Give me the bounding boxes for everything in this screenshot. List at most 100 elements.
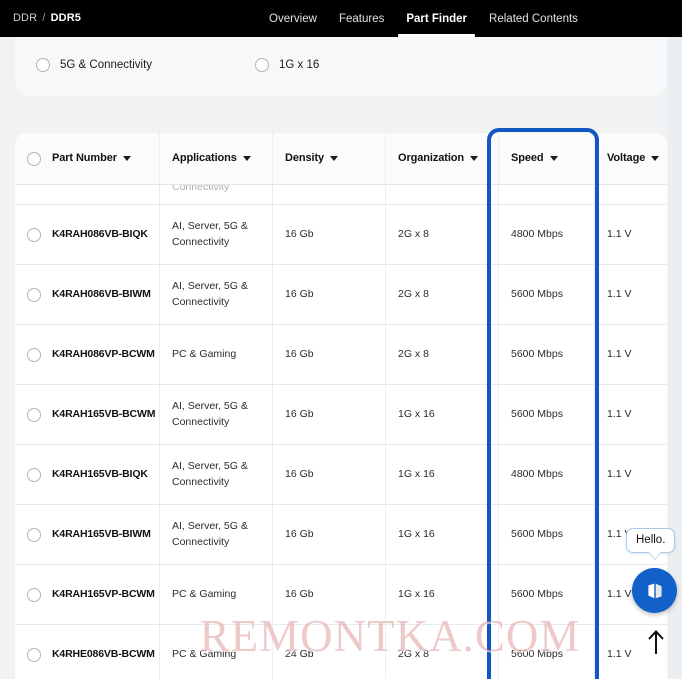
cell-text: K4RAH165VB-BCWM — [52, 407, 156, 420]
filter-option-1g-x-16[interactable]: 1G x 16 — [255, 58, 319, 72]
cell-text: 2G x 8 — [398, 347, 429, 360]
scroll-to-top-button[interactable] — [645, 628, 667, 656]
column-header-applications[interactable]: Applications — [160, 133, 273, 184]
cell-density: 16 Gb — [273, 385, 386, 444]
cell-speed: 4800 Mbps — [499, 205, 595, 264]
cell-applications: AI, Server, 5G & Connectivity — [160, 265, 273, 324]
cell-organization: 1G x 16 — [386, 505, 499, 564]
cell-density: 16 Gb — [273, 325, 386, 384]
cell-text: 16 Gb — [285, 467, 314, 480]
cell-text: 16 Gb — [285, 587, 314, 600]
row-radio-icon[interactable] — [27, 407, 41, 422]
table-row[interactable]: Connectivity — [15, 185, 667, 205]
cell-text: 1G x 16 — [398, 467, 435, 480]
filter-option-5g-connectivity[interactable]: 5G & Connectivity — [36, 58, 152, 72]
radio-icon[interactable] — [36, 58, 50, 72]
table-row[interactable]: K4RAH165VB-BIQK AI, Server, 5G & Connecti… — [15, 445, 667, 505]
row-radio-icon[interactable] — [27, 227, 41, 242]
cell-voltage: 1.1 V — [595, 205, 667, 264]
cell-text: 1.1 V — [607, 407, 632, 420]
column-header-label: Speed — [511, 151, 544, 164]
nav-link-features[interactable]: Features — [328, 0, 395, 37]
cell-applications: AI, Server, 5G & Connectivity — [160, 385, 273, 444]
column-header-label: Part Number — [52, 151, 117, 164]
column-header-label: Organization — [398, 151, 465, 164]
cell-text: PC & Gaming — [172, 647, 237, 660]
cell-text: 4800 Mbps — [511, 227, 563, 240]
filter-option-label: 1G x 16 — [279, 59, 320, 71]
chat-greeting-bubble[interactable]: Hello. — [626, 528, 676, 553]
cell-applications: AI, Server, 5G & Connectivity — [160, 205, 273, 264]
cell-text: 4800 Mbps — [511, 467, 563, 480]
book-icon — [647, 583, 662, 598]
cell-organization: 1G x 16 — [386, 565, 499, 624]
top-navigation-bar: DDR / DDR5 Overview Features Part Finder… — [0, 0, 682, 37]
chevron-down-icon[interactable] — [122, 156, 131, 161]
cell-text: 5600 Mbps — [511, 287, 563, 300]
filter-option-label: 5G & Connectivity — [60, 59, 153, 71]
select-all-radio-icon[interactable] — [27, 151, 41, 166]
table-row[interactable]: K4RAH086VP-BCWM PC & Gaming 16 Gb 2G x 8 560… — [15, 325, 667, 385]
column-header-speed[interactable]: Speed — [499, 133, 595, 184]
chevron-down-icon[interactable] — [242, 156, 251, 161]
cell-text: 16 Gb — [285, 227, 314, 240]
nav-link-related-contents[interactable]: Related Contents — [478, 0, 589, 37]
chevron-down-icon[interactable] — [651, 156, 660, 161]
chevron-down-icon[interactable] — [549, 156, 558, 161]
cell-text: 5600 Mbps — [511, 407, 563, 420]
breadcrumb-root[interactable]: DDR — [13, 12, 38, 24]
column-header-voltage[interactable]: Voltage — [595, 133, 667, 184]
chevron-down-icon[interactable] — [470, 156, 479, 161]
cell-text: 16 Gb — [285, 527, 314, 540]
cell-speed — [499, 185, 595, 204]
cell-text: 1G x 16 — [398, 587, 435, 600]
cell-text: 5600 Mbps — [511, 587, 563, 600]
cell-applications: AI, Server, 5G & Connectivity — [160, 505, 273, 564]
breadcrumb-current[interactable]: DDR5 — [50, 12, 81, 24]
cell-text: 1.1 V — [607, 647, 632, 660]
cell-organization: 2G x 8 — [386, 325, 499, 384]
nav-link-overview[interactable]: Overview — [258, 0, 328, 37]
row-radio-icon[interactable] — [27, 287, 41, 302]
table-row[interactable]: K4RAH165VB-BCWM AI, Server, 5G & Connecti… — [15, 385, 667, 445]
nav-link-part-finder[interactable]: Part Finder — [395, 0, 478, 37]
table-row[interactable]: K4RAH086VB-BIWM AI, Server, 5G & Connecti… — [15, 265, 667, 325]
row-radio-icon[interactable] — [27, 527, 41, 542]
cell-text: Connectivity — [172, 185, 230, 193]
row-radio-icon[interactable] — [27, 347, 41, 362]
table-header-row: Part Number Applications Density Organiz… — [15, 133, 667, 185]
cell-text: K4RHE086VB-BCWM — [52, 647, 155, 660]
cell-organization: 1G x 16 — [386, 385, 499, 444]
table-row[interactable]: K4RAH165VB-BIWM AI, Server, 5G & Connecti… — [15, 505, 667, 565]
cell-organization: 2G x 8 — [386, 205, 499, 264]
nav-link-label: Overview — [269, 12, 317, 25]
table-row[interactable]: K4RAH086VB-BIQK AI, Server, 5G & Connecti… — [15, 205, 667, 265]
chevron-down-icon[interactable] — [330, 156, 339, 161]
cell-voltage — [595, 185, 667, 204]
column-header-label: Applications — [172, 151, 237, 164]
column-header-label: Density — [285, 151, 325, 164]
cell-text: PC & Gaming — [172, 347, 237, 360]
cell-applications: PC & Gaming — [160, 565, 273, 624]
cell-text: AI, Server, 5G & Connectivity — [172, 520, 248, 548]
cell-text: 1.1 V — [607, 287, 632, 300]
column-header-density[interactable]: Density — [273, 133, 386, 184]
cell-density: 24 Gb — [273, 625, 386, 679]
cell-part-number: K4RAH086VB-BIQK — [15, 205, 160, 264]
column-header-part-number[interactable]: Part Number — [15, 133, 160, 184]
column-header-organization[interactable]: Organization — [386, 133, 499, 184]
cell-text: AI, Server, 5G & Connectivity — [172, 280, 248, 308]
row-radio-icon[interactable] — [27, 587, 41, 602]
table-row[interactable]: K4RHE086VB-BCWM PC & Gaming 24 Gb 2G x 8 560… — [15, 625, 667, 679]
cell-text: K4RAH086VB-BIQK — [52, 227, 148, 240]
nav-link-label: Features — [338, 12, 385, 25]
cell-part-number: K4RAH165VB-BIQK — [15, 445, 160, 504]
chat-launcher-button[interactable] — [632, 568, 677, 613]
cell-organization: 2G x 8 — [386, 265, 499, 324]
row-radio-icon[interactable] — [27, 647, 41, 662]
radio-icon[interactable] — [255, 58, 269, 72]
cell-speed: 5600 Mbps — [499, 565, 595, 624]
row-radio-icon[interactable] — [27, 467, 41, 482]
table-row[interactable]: K4RAH165VP-BCWM PC & Gaming 16 Gb 1G x 16 56… — [15, 565, 667, 625]
cell-text: 2G x 8 — [398, 647, 429, 660]
